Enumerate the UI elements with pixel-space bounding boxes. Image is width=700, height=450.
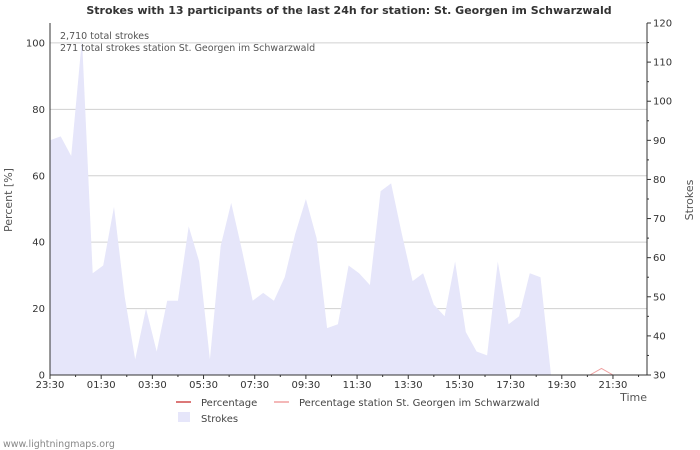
footer-site: www.lightningmaps.org	[3, 439, 115, 450]
annotation-station-strokes: 271 total strokes station St. Georgen im…	[60, 43, 315, 54]
y-right-axis-title: Strokes	[683, 179, 696, 220]
y-left-tick-label: 100	[26, 38, 45, 49]
axes	[49, 22, 651, 379]
x-tick-label: 09:30	[291, 380, 320, 391]
x-tick-label: 21:30	[599, 380, 628, 391]
x-tick-label: 19:30	[547, 380, 576, 391]
y-left-tick-label: 80	[32, 105, 45, 116]
y-right-tick-label: 40	[653, 331, 666, 342]
x-tick-label: 13:30	[394, 380, 423, 391]
legend: Percentage Percentage station St. George…	[176, 398, 540, 425]
y-left-tick-label: 60	[32, 171, 45, 182]
y-right-tick-label: 100	[653, 97, 672, 108]
legend-label-strokes: Strokes	[201, 414, 238, 425]
x-tick-label: 17:30	[496, 380, 525, 391]
y-left-tick-label: 40	[32, 238, 45, 249]
legend-label-percentage-station: Percentage station St. Georgen im Schwar…	[299, 398, 540, 409]
tick-labels: 0 20 40 60 80 100 30 40 50 60 70 80 90 100 110 120 23:30…	[26, 19, 672, 392]
y-right-tick-label: 50	[653, 292, 666, 303]
x-tick-label: 23:30	[36, 380, 65, 391]
x-axis-title: Time	[619, 391, 647, 404]
y-left-tick-label: 20	[32, 304, 45, 315]
y-left-axis-title: Percent [%]	[2, 168, 15, 232]
x-tick-label: 03:30	[138, 380, 167, 391]
strokes-area	[50, 38, 551, 375]
y-right-tick-label: 80	[653, 175, 666, 186]
x-tick-label: 07:30	[240, 380, 269, 391]
y-right-tick-label: 70	[653, 214, 666, 225]
x-tick-label: 01:30	[87, 380, 116, 391]
y-right-tick-label: 60	[653, 253, 666, 264]
series-layer	[50, 38, 614, 376]
y-right-tick-label: 120	[653, 19, 672, 30]
y-right-tick-label: 30	[653, 371, 666, 382]
annotation-total-strokes: 2,710 total strokes	[60, 31, 149, 42]
x-tick-label: 05:30	[189, 380, 218, 391]
y-right-tick-label: 90	[653, 136, 666, 147]
grid-lines	[50, 42, 647, 310]
chart-title: Strokes with 13 participants of the last…	[86, 4, 611, 17]
y-left-tick-label: 0	[39, 371, 45, 382]
legend-swatch-strokes	[178, 412, 190, 422]
legend-label-percentage: Percentage	[201, 398, 257, 409]
x-tick-label: 15:30	[445, 380, 474, 391]
x-tick-label: 11:30	[343, 380, 372, 391]
percentage-station-line	[589, 367, 614, 376]
y-right-tick-label: 110	[653, 58, 672, 69]
